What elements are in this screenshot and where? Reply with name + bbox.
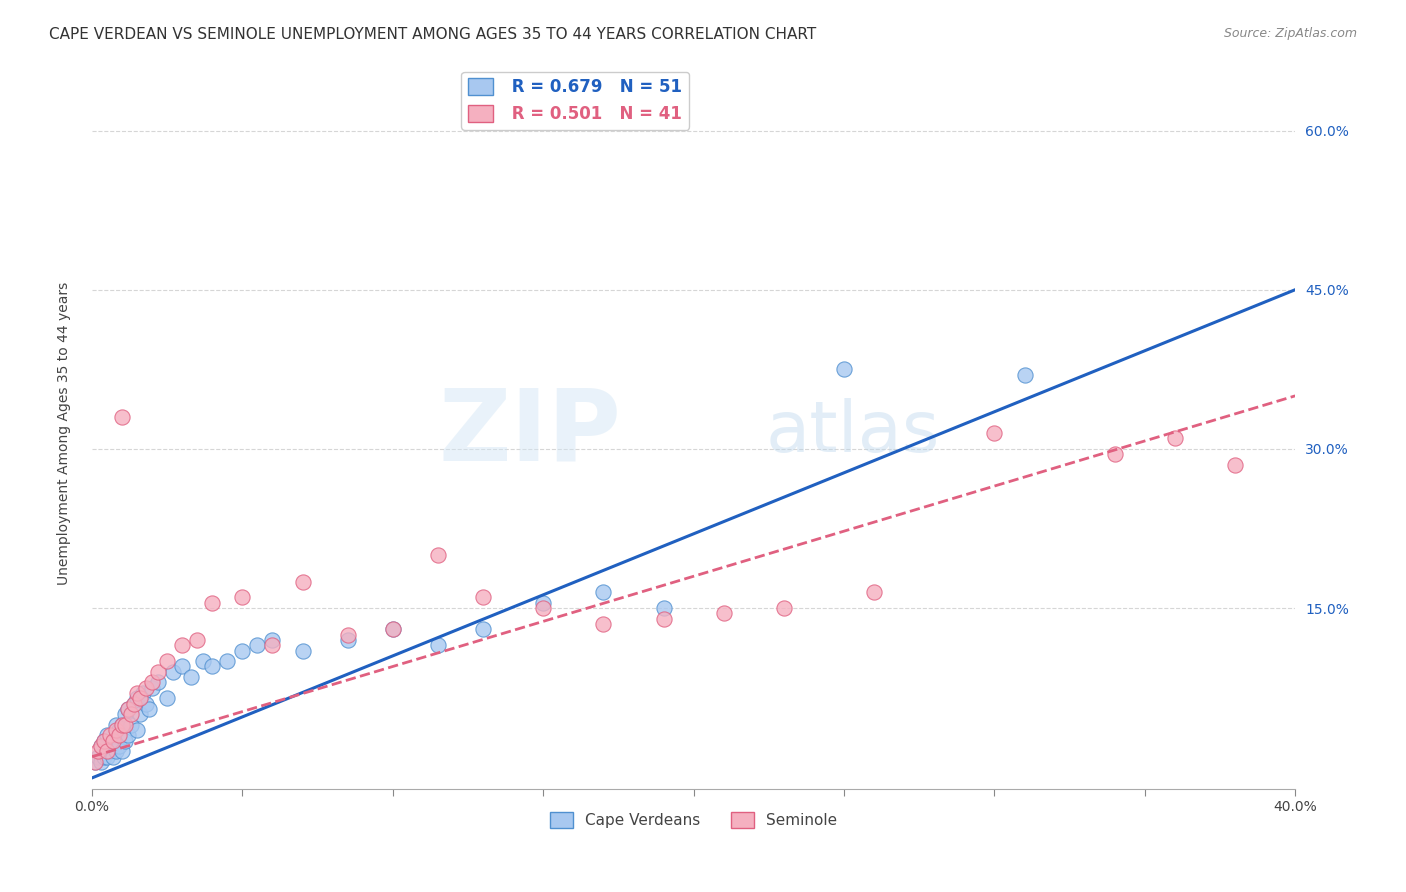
- Point: [231, 643, 253, 657]
- Point: [156, 691, 179, 706]
- Point: [138, 702, 160, 716]
- Point: [114, 707, 136, 722]
- Point: [531, 601, 554, 615]
- Point: [93, 749, 115, 764]
- Point: [122, 697, 145, 711]
- Point: [98, 744, 121, 758]
- Point: [127, 691, 149, 706]
- Point: [231, 591, 253, 605]
- Point: [117, 702, 139, 716]
- Point: [127, 686, 149, 700]
- Point: [96, 729, 118, 743]
- Point: [652, 601, 675, 615]
- Point: [1223, 458, 1246, 472]
- Point: [117, 729, 139, 743]
- Point: [93, 733, 115, 747]
- Text: CAPE VERDEAN VS SEMINOLE UNEMPLOYMENT AMONG AGES 35 TO 44 YEARS CORRELATION CHAR: CAPE VERDEAN VS SEMINOLE UNEMPLOYMENT AM…: [49, 27, 817, 42]
- Text: ZIP: ZIP: [439, 384, 621, 482]
- Point: [98, 729, 121, 743]
- Point: [114, 718, 136, 732]
- Point: [262, 632, 284, 647]
- Point: [111, 718, 134, 732]
- Point: [592, 585, 614, 599]
- Legend: Cape Verdeans, Seminole: Cape Verdeans, Seminole: [544, 806, 844, 834]
- Point: [983, 425, 1005, 440]
- Point: [90, 755, 112, 769]
- Point: [129, 707, 152, 722]
- Point: [1104, 447, 1126, 461]
- Point: [111, 718, 134, 732]
- Point: [193, 654, 215, 668]
- Point: [148, 665, 170, 679]
- Point: [832, 362, 855, 376]
- Point: [201, 596, 224, 610]
- Point: [87, 744, 110, 758]
- Point: [127, 723, 149, 738]
- Point: [84, 755, 107, 769]
- Point: [148, 675, 170, 690]
- Point: [172, 638, 194, 652]
- Point: [105, 718, 128, 732]
- Point: [111, 744, 134, 758]
- Point: [84, 755, 107, 769]
- Point: [93, 733, 115, 747]
- Point: [122, 697, 145, 711]
- Point: [90, 739, 112, 753]
- Point: [96, 749, 118, 764]
- Point: [156, 654, 179, 668]
- Point: [105, 744, 128, 758]
- Point: [180, 670, 202, 684]
- Point: [117, 702, 139, 716]
- Point: [108, 729, 131, 743]
- Point: [186, 632, 208, 647]
- Point: [101, 733, 124, 747]
- Point: [262, 638, 284, 652]
- Point: [426, 548, 449, 562]
- Point: [135, 681, 157, 695]
- Point: [246, 638, 269, 652]
- Point: [1164, 431, 1187, 445]
- Point: [291, 643, 314, 657]
- Point: [108, 723, 131, 738]
- Point: [101, 733, 124, 747]
- Point: [652, 612, 675, 626]
- Point: [96, 744, 118, 758]
- Point: [773, 601, 796, 615]
- Point: [201, 659, 224, 673]
- Point: [141, 675, 163, 690]
- Point: [111, 410, 134, 425]
- Point: [863, 585, 886, 599]
- Point: [592, 617, 614, 632]
- Text: atlas: atlas: [766, 399, 941, 467]
- Point: [129, 691, 152, 706]
- Point: [90, 739, 112, 753]
- Point: [162, 665, 184, 679]
- Point: [1014, 368, 1036, 382]
- Point: [336, 627, 359, 641]
- Point: [217, 654, 239, 668]
- Point: [713, 607, 735, 621]
- Point: [108, 739, 131, 753]
- Point: [336, 632, 359, 647]
- Point: [472, 591, 495, 605]
- Point: [472, 623, 495, 637]
- Point: [114, 733, 136, 747]
- Point: [426, 638, 449, 652]
- Y-axis label: Unemployment Among Ages 35 to 44 years: Unemployment Among Ages 35 to 44 years: [58, 281, 72, 584]
- Point: [120, 707, 142, 722]
- Point: [381, 623, 404, 637]
- Point: [172, 659, 194, 673]
- Point: [141, 681, 163, 695]
- Point: [381, 623, 404, 637]
- Point: [87, 749, 110, 764]
- Point: [132, 686, 155, 700]
- Point: [120, 718, 142, 732]
- Point: [135, 697, 157, 711]
- Point: [531, 596, 554, 610]
- Point: [105, 723, 128, 738]
- Text: Source: ZipAtlas.com: Source: ZipAtlas.com: [1223, 27, 1357, 40]
- Point: [101, 749, 124, 764]
- Point: [291, 574, 314, 589]
